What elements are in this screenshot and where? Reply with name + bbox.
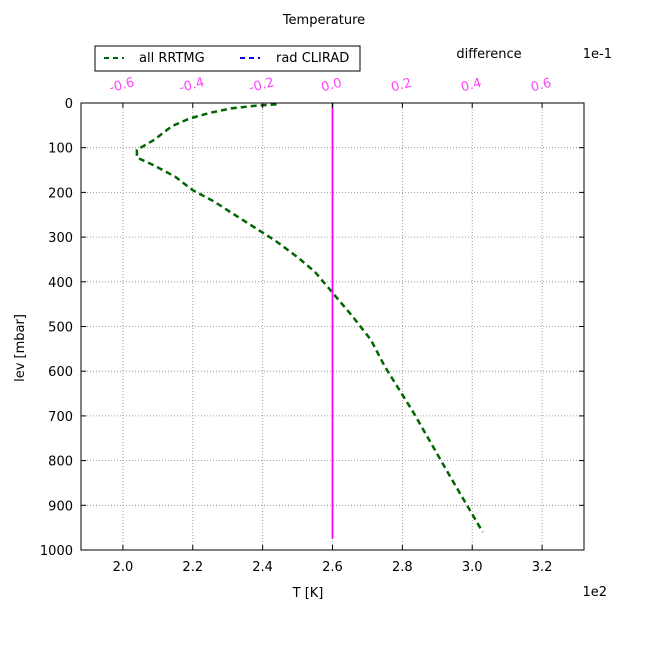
legend: all RRTMG rad CLIRAD xyxy=(94,45,361,72)
x-tick-label: 2.6 xyxy=(322,560,343,575)
y-tick-label: 800 xyxy=(48,455,73,470)
legend-box xyxy=(94,45,361,72)
top-tick-label: 0.0 xyxy=(320,76,344,96)
y-tick-label: 300 xyxy=(48,231,73,246)
y-tick-label: 900 xyxy=(48,499,73,514)
y-tick-label: 500 xyxy=(48,321,73,336)
y-tick-label: 1000 xyxy=(40,544,73,559)
x-axis-offset-text: 1e2 xyxy=(582,585,607,600)
legend-label-all-rrtmg: all RRTMG xyxy=(139,51,205,66)
y-tick-label: 200 xyxy=(48,186,73,201)
x-tick-label: 3.2 xyxy=(532,560,553,575)
x-tick-label: 2.2 xyxy=(182,560,203,575)
chart-title: Temperature xyxy=(282,13,365,28)
series-group xyxy=(135,103,484,539)
y-tick-label: 0 xyxy=(65,97,73,112)
legend-label-rad-clirad: rad CLIRAD xyxy=(276,51,349,66)
top-tick-label: 0.4 xyxy=(459,76,483,96)
top-tick-label: -0.6 xyxy=(108,75,136,96)
y-tick-label: 400 xyxy=(48,276,73,291)
y-tick-label: 700 xyxy=(48,410,73,425)
top-tick-label: 0.2 xyxy=(390,76,414,96)
y-tick-label: 600 xyxy=(48,365,73,380)
y-tick-label: 100 xyxy=(48,142,73,157)
y-axis-label: lev [mbar] xyxy=(13,314,28,382)
x-axis-label: T [K] xyxy=(292,586,324,601)
top-axis-label: difference xyxy=(456,47,521,62)
x-tick-label: 2.0 xyxy=(113,560,134,575)
x-tick-label: 2.4 xyxy=(252,560,273,575)
ticks: 2.0 2.2 2.4 2.6 2.8 3.0 3.2 0 100 200 300 400 500 600… xyxy=(40,75,584,575)
top-axis-offset-text: 1e-1 xyxy=(583,47,612,62)
x-tick-label: 3.0 xyxy=(462,560,483,575)
x-tick-label: 2.8 xyxy=(392,560,413,575)
top-tick-label: -0.4 xyxy=(178,75,206,96)
top-tick-label: -0.2 xyxy=(248,75,276,96)
top-tick-label: 0.6 xyxy=(529,76,553,96)
